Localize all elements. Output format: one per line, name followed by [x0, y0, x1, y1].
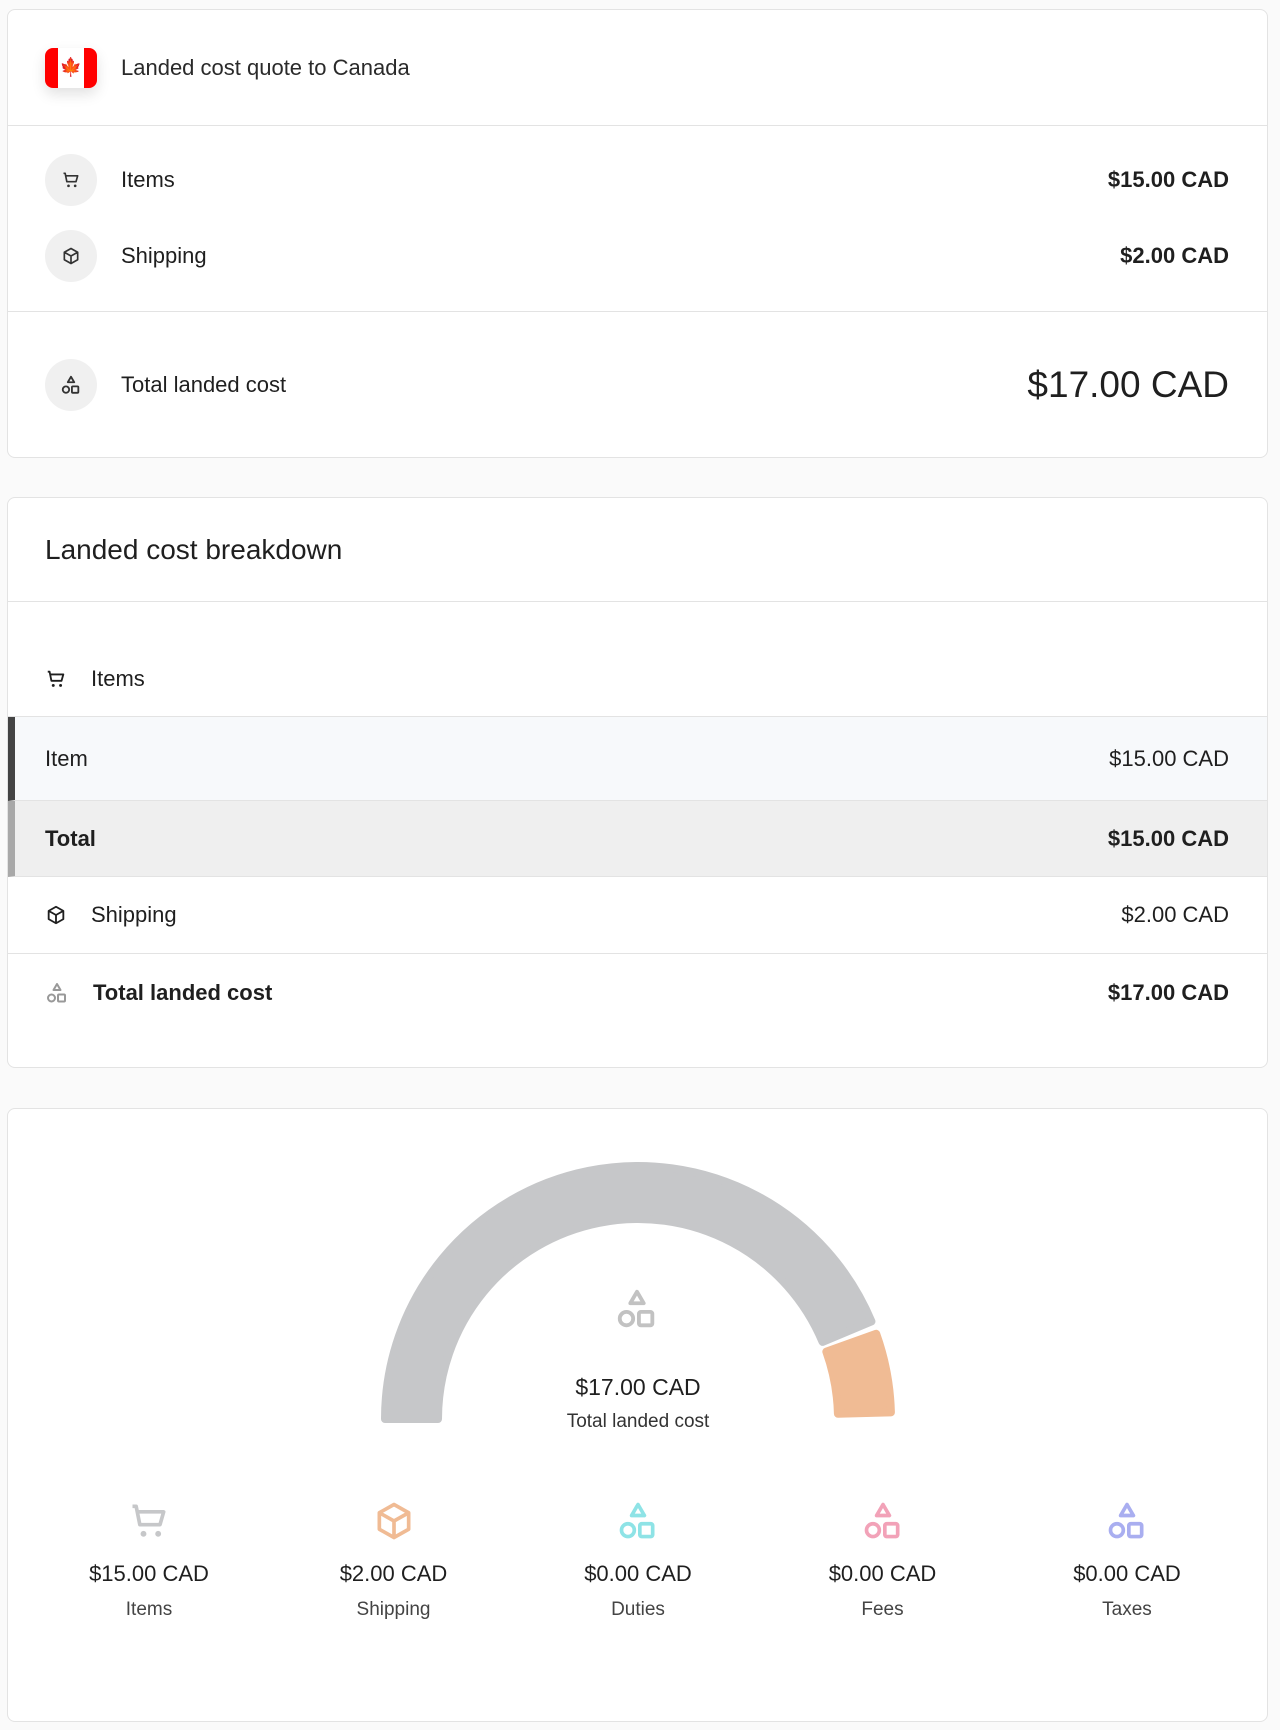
- breakdown-total-row: Total landed cost $17.00 CAD: [8, 954, 1267, 1031]
- gauge-total-label: Total landed cost: [566, 1411, 710, 1432]
- category-label: Taxes: [1102, 1599, 1152, 1620]
- shapes-icon: [861, 1499, 905, 1543]
- landed-cost-quote-card: 🍁 Landed cost quote to Canada Items $15.…: [7, 9, 1268, 458]
- category-amount: $15.00 CAD: [89, 1561, 209, 1586]
- quote-title: Landed cost quote to Canada: [121, 54, 410, 80]
- breakdown-title: Landed cost breakdown: [8, 498, 1267, 602]
- landed-cost-breakdown-card: Landed cost breakdown Items Item $15.00 …: [7, 497, 1268, 1068]
- total-label: Total landed cost: [121, 371, 287, 397]
- total-label: Total landed cost: [93, 979, 273, 1005]
- gauge-segment-shipping: [822, 1329, 895, 1418]
- total-amount: $17.00 CAD: [1027, 363, 1229, 405]
- box-icon: [45, 230, 97, 282]
- shipping-label: Shipping: [91, 902, 177, 927]
- shapes-icon: [45, 981, 69, 1005]
- category-items: $15.00 CAD Items: [49, 1499, 249, 1621]
- breakdown-items-total-row: Total $15.00 CAD: [8, 801, 1267, 877]
- quote-header: 🍁 Landed cost quote to Canada: [8, 10, 1267, 126]
- category-amount: $0.00 CAD: [1073, 1561, 1181, 1586]
- breakdown-shipping-row: Shipping $2.00 CAD: [8, 877, 1267, 954]
- box-icon: [372, 1499, 416, 1543]
- items-section-label: Items: [91, 666, 145, 691]
- cost-gauge-chart: [381, 1162, 895, 1423]
- shipping-amount: $2.00 CAD: [1120, 243, 1229, 268]
- canada-flag-icon: 🍁: [45, 47, 97, 88]
- shapes-icon: [45, 358, 97, 411]
- cost-summary-card: $17.00 CAD Total landed cost $15.00 CAD …: [7, 1108, 1268, 1722]
- cart-icon: [127, 1499, 171, 1543]
- category-duties: $0.00 CAD Duties: [538, 1499, 738, 1621]
- category-taxes: $0.00 CAD Taxes: [1027, 1499, 1227, 1621]
- cart-icon: [45, 668, 67, 690]
- items-label: Items: [121, 167, 175, 192]
- item-label: Item: [45, 745, 88, 771]
- category-label: Items: [125, 1599, 173, 1620]
- category-amount: $0.00 CAD: [828, 1561, 937, 1586]
- cart-icon: [45, 154, 97, 206]
- shipping-label: Shipping: [121, 243, 207, 268]
- category-label: Fees: [861, 1599, 904, 1620]
- shipping-amount: $2.00 CAD: [1121, 902, 1229, 927]
- breakdown-item-row: Item $15.00 CAD: [8, 717, 1267, 801]
- breakdown-items-header: Items: [8, 602, 1267, 717]
- item-amount: $15.00 CAD: [1109, 745, 1229, 771]
- items-total-label: Total: [45, 825, 96, 851]
- category-fees: $0.00 CAD Fees: [783, 1499, 983, 1621]
- gauge-segment-items: [381, 1162, 876, 1423]
- shapes-icon: [1105, 1499, 1149, 1543]
- items-amount: $15.00 CAD: [1107, 167, 1229, 192]
- total-amount: $17.00 CAD: [1107, 979, 1229, 1005]
- shapes-icon: [616, 1499, 660, 1543]
- category-label: Shipping: [356, 1599, 431, 1620]
- category-amount: $0.00 CAD: [584, 1561, 692, 1586]
- box-icon: [45, 904, 67, 926]
- gauge-total-amount: $17.00 CAD: [575, 1374, 701, 1400]
- category-amount: $2.00 CAD: [339, 1561, 448, 1586]
- quote-items-row: Items $15.00 CAD: [8, 154, 1267, 206]
- quote-total-row: Total landed cost $17.00 CAD: [8, 312, 1267, 457]
- category-label: Duties: [611, 1599, 665, 1620]
- items-total-amount: $15.00 CAD: [1107, 825, 1229, 851]
- quote-shipping-row: Shipping $2.00 CAD: [8, 230, 1267, 282]
- shapes-icon: [614, 1286, 660, 1332]
- category-shipping: $2.00 CAD Shipping: [294, 1499, 494, 1621]
